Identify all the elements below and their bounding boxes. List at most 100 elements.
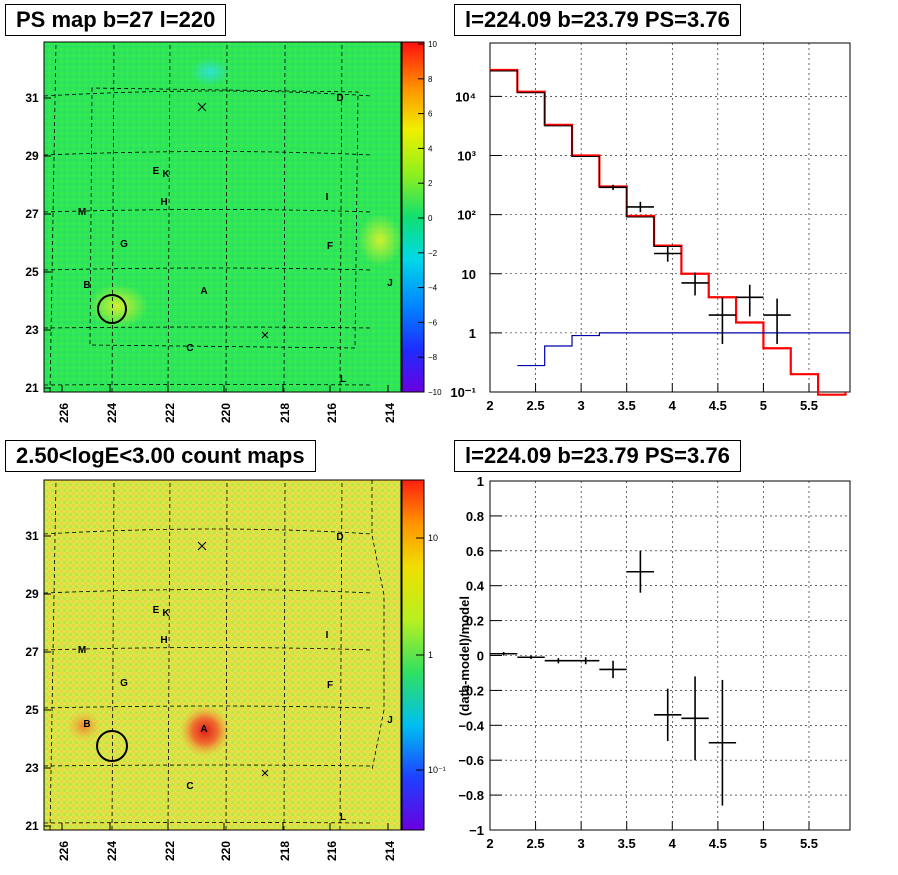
residual-x-tick-label: 5.5 — [800, 836, 818, 851]
residual-x-tick-label: 2.5 — [527, 836, 545, 851]
ps-colorbar-label: 10 — [428, 40, 437, 49]
spectrum-y-tick-label: 10³ — [457, 149, 476, 164]
source-label-e: E — [153, 166, 160, 177]
residual-y-tick-label: 1 — [477, 474, 484, 489]
map-x-tick-label: 222 — [163, 841, 177, 861]
source-label-b: B — [83, 280, 90, 291]
source-label-l: L — [340, 812, 346, 823]
ps-map-cross — [197, 102, 269, 339]
spectrum-x-tick-label: 3 — [578, 398, 585, 413]
ps-map-image — [43, 41, 402, 393]
source-label-g: G — [120, 239, 128, 250]
source-label-a: A — [200, 724, 207, 735]
count-map-circle — [96, 730, 128, 762]
model-background-step — [490, 70, 682, 248]
ps-colorbar-label: −2 — [428, 249, 438, 258]
spectrum-x-tick-label: 2.5 — [527, 398, 545, 413]
ps-colorbar — [401, 41, 425, 393]
map-y-tick-label: 21 — [25, 819, 39, 833]
map-y-tick-label: 29 — [25, 149, 39, 163]
residual-ylabel: (data-model)/model — [457, 596, 472, 716]
ps-map-grid — [43, 41, 373, 393]
residual-x-tick-label: 2 — [486, 836, 493, 851]
map-x-tick-label: 226 — [57, 841, 71, 861]
ps-colorbar-label: 4 — [428, 144, 433, 153]
ps-map-circle — [97, 294, 127, 324]
source-label-c: C — [186, 781, 193, 792]
model-source-step — [517, 332, 850, 367]
spectrum-x-tick-label: 5 — [760, 398, 767, 413]
map-x-tick-label: 224 — [105, 403, 119, 423]
map-x-tick-label: 218 — [278, 403, 292, 423]
map-x-tick-label: 216 — [325, 841, 339, 861]
residual-x-tick-label: 4 — [669, 836, 677, 851]
map-y-tick-label: 23 — [25, 761, 39, 775]
source-label-b: B — [83, 719, 90, 730]
residual-y-tick-label: −1 — [469, 823, 484, 838]
source-label-l: L — [340, 374, 346, 385]
map-x-tick-label: 214 — [383, 403, 397, 423]
count-colorbar-label: 10 — [428, 533, 438, 543]
residual-y-tick-label: 0.4 — [466, 579, 485, 594]
count-map-title: 2.50<logE<3.00 count maps — [5, 440, 316, 472]
residual-y-tick-label: −0.6 — [458, 753, 484, 768]
map-x-tick-label: 214 — [383, 841, 397, 861]
residual-x-tick-label: 3.5 — [618, 836, 636, 851]
map-y-tick-label: 25 — [25, 703, 39, 717]
map-y-tick-label: 25 — [25, 265, 39, 279]
spectrum-x-tick-label: 4.5 — [709, 398, 727, 413]
spectrum-y-tick-label: 10⁴ — [455, 89, 476, 104]
source-label-a: A — [200, 286, 207, 297]
residual-y-tick-label: 0 — [477, 649, 484, 664]
source-label-d: D — [336, 532, 343, 543]
spectrum-title: l=224.09 b=23.79 PS=3.76 — [454, 4, 741, 36]
source-label-f: F — [327, 680, 333, 691]
map-x-tick-label: 222 — [163, 403, 177, 423]
count-map-grid — [43, 479, 385, 831]
count-map: D E K H I M G F B A J C L 10 1 10⁻¹ 226 224 222 220 218 216… — [25, 479, 446, 861]
ps-colorbar-label: −10 — [428, 388, 442, 397]
ps-colorbar-label: −4 — [428, 284, 438, 293]
map-x-tick-label: 218 — [278, 841, 292, 861]
spectrum-y-tick-label: 1 — [469, 326, 476, 341]
spectrum-y-tick-label: 10² — [457, 208, 476, 223]
source-label-m: M — [78, 207, 86, 218]
map-y-tick-label: 27 — [25, 207, 39, 221]
spectrum-y-tick-label: 10 — [462, 267, 476, 282]
map-y-tick-label: 31 — [25, 91, 39, 105]
model-total-step — [490, 68, 847, 396]
spectrum-x-tick-label: 5.5 — [800, 398, 818, 413]
ps-colorbar-label: −8 — [428, 353, 438, 362]
map-x-tick-label: 220 — [219, 841, 233, 861]
ps-colorbar-label: 2 — [428, 179, 433, 188]
map-x-tick-label: 220 — [219, 403, 233, 423]
source-label-f: F — [327, 241, 333, 252]
source-label-j: J — [387, 278, 393, 289]
residual-x-tick-label: 5 — [760, 836, 767, 851]
ps-colorbar-label: 0 — [428, 214, 433, 223]
source-label-h: H — [160, 197, 167, 208]
source-label-e: E — [153, 605, 160, 616]
map-y-tick-label: 21 — [25, 381, 39, 395]
residual-y-tick-label: 0.8 — [466, 509, 484, 524]
source-label-k: K — [162, 169, 170, 180]
residual-y-tick-label: −0.8 — [458, 788, 484, 803]
spectrum-x-tick-label: 3.5 — [618, 398, 636, 413]
residual-y-tick-label: 0.6 — [466, 544, 484, 559]
source-label-k: K — [162, 608, 170, 619]
ps-colorbar-label: 8 — [428, 75, 433, 84]
map-y-tick-label: 23 — [25, 323, 39, 337]
spectrum-x-tick-label: 4 — [669, 398, 677, 413]
count-colorbar-label: 1 — [428, 650, 433, 660]
residual-y-tick-label: 0.2 — [466, 614, 484, 629]
spectrum-plot: 2 2.5 3 3.5 4 4.5 5 5.5 10⁻¹ 1 10 10² 10³ 10⁴ — [450, 42, 851, 413]
count-colorbar-label: 10⁻¹ — [428, 765, 446, 775]
residual-y-tick-label: −0.2 — [458, 683, 484, 698]
source-label-i: I — [326, 192, 329, 203]
source-label-c: C — [186, 343, 193, 354]
source-label-h: H — [160, 635, 167, 646]
spectrum-frame — [489, 42, 851, 393]
source-label-d: D — [336, 93, 343, 104]
count-map-image — [43, 479, 402, 831]
